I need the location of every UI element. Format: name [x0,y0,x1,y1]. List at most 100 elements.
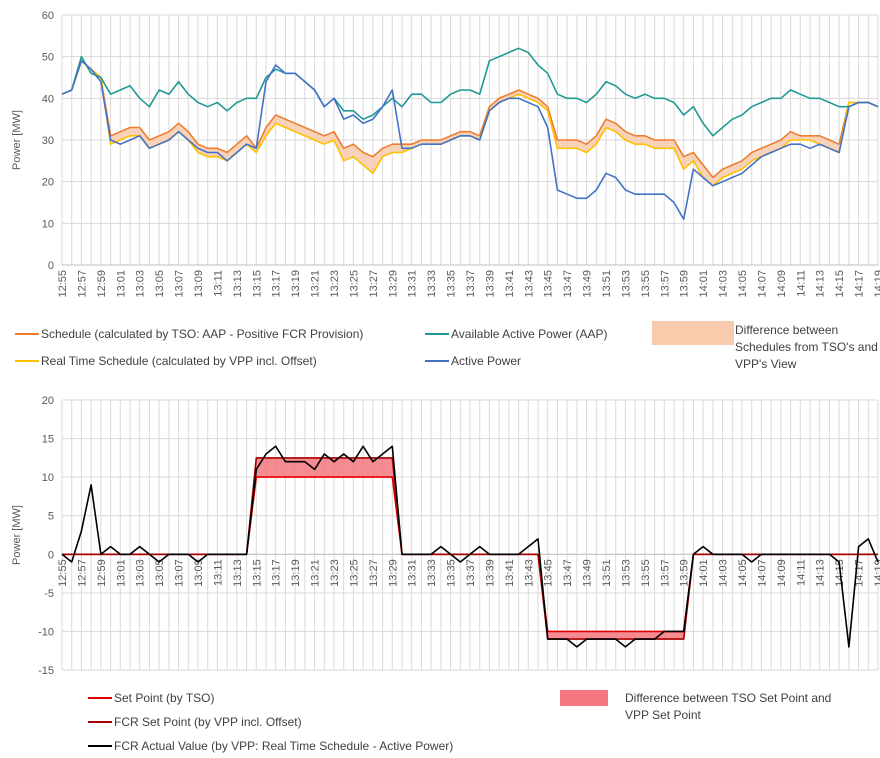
y-tick-label: 30 [42,135,54,147]
x-tick-label: 14:09 [776,559,788,587]
x-tick-label: 13:33 [426,270,438,298]
y-tick-label: 15 [42,434,54,446]
series-line [61,47,879,137]
x-tick-label: 14:15 [834,270,846,298]
legend-item: FCR Set Point (by VPP incl. Offset) [88,714,302,730]
legend-swatch [15,360,39,362]
legend-swatch [425,333,449,335]
x-tick-label: 13:33 [426,559,438,587]
x-tick-label: 13:55 [640,559,652,587]
x-tick-label: 13:09 [193,270,205,298]
x-tick-label: 13:07 [174,270,186,298]
x-tick-label: 14:09 [776,270,788,298]
legend-swatch [425,360,449,362]
series-line [61,445,879,648]
x-tick-label: 14:01 [698,559,710,587]
y-tick-label: 10 [42,218,54,230]
legend-swatch [652,321,734,345]
x-tick-label: 13:11 [212,559,224,586]
x-tick-label: 12:55 [57,270,69,298]
x-tick-label: 14:11 [795,559,807,586]
x-tick-label: 13:27 [368,559,380,587]
x-tick-label: 13:39 [484,559,496,587]
x-tick-label: 14:11 [795,270,807,297]
x-tick-label: 13:51 [601,559,613,587]
x-tick-label: 13:53 [620,270,632,298]
x-tick-label: 13:59 [679,270,691,298]
legend-item: Real Time Schedule (calculated by VPP in… [15,353,317,369]
x-tick-label: 14:01 [698,270,710,298]
y-tick-label: 0 [48,260,54,272]
x-tick-label: 14:13 [815,270,827,298]
series-line [61,60,879,179]
x-tick-label: 13:19 [290,559,302,587]
y-axis-label: Power [MW] [11,110,23,170]
x-tick-label: 12:57 [76,559,88,587]
legend-label: Difference between TSO Set Point and VPP… [625,691,832,722]
x-tick-label: 13:35 [446,270,458,298]
x-tick-label: 12:59 [96,559,108,587]
legend-label: Schedule (calculated by TSO: AAP - Posit… [41,327,364,341]
x-tick-label: 14:07 [756,270,768,298]
x-tick-label: 14:05 [737,270,749,298]
legend-swatch [88,745,112,747]
x-tick-label: 13:41 [504,270,516,298]
y-tick-label: 0 [48,549,54,561]
x-tick-label: 14:17 [854,270,866,298]
x-tick-label: 13:05 [154,270,166,298]
x-tick-label: 13:43 [523,270,535,298]
legend-label: FCR Actual Value (by VPP: Real Time Sche… [114,739,454,753]
x-tick-label: 14:13 [815,559,827,587]
x-tick-label: 13:51 [601,270,613,298]
x-tick-label: 13:41 [504,559,516,587]
x-tick-label: 13:53 [620,559,632,587]
x-tick-label: 13:17 [271,270,283,298]
x-tick-label: 14:19 [873,270,880,298]
legend-label: Set Point (by TSO) [114,691,215,705]
legend-item: Set Point (by TSO) [88,690,214,706]
x-tick-label: 13:47 [562,270,574,298]
x-tick-label: 13:45 [543,270,555,298]
legend-swatch [560,690,608,706]
x-tick-label: 14:03 [718,559,730,587]
y-tick-label: 50 [42,52,54,64]
x-tick-label: 13:47 [562,559,574,587]
x-tick-label: 13:43 [523,559,535,587]
x-tick-label: 13:25 [348,270,360,298]
x-tick-label: 13:05 [154,559,166,587]
x-tick-label: 13:31 [407,559,419,587]
x-tick-label: 12:57 [76,270,88,298]
x-tick-label: 13:23 [329,559,341,587]
x-tick-label: 13:15 [251,559,263,587]
y-tick-label: 5 [48,511,54,523]
x-tick-label: 13:31 [407,270,419,298]
x-tick-label: 12:59 [96,270,108,298]
x-tick-label: 13:01 [115,559,127,587]
x-tick-label: 14:19 [873,559,880,587]
x-tick-label: 13:21 [310,559,322,587]
x-tick-label: 14:07 [756,559,768,587]
x-tick-label: 13:59 [679,559,691,587]
x-tick-label: 13:07 [174,559,186,587]
y-tick-label: -15 [38,665,54,677]
legend-label: Real Time Schedule (calculated by VPP in… [41,354,317,368]
legend-swatch [88,697,112,699]
y-tick-label: 40 [42,93,54,105]
x-tick-label: 14:03 [718,270,730,298]
legend-label: Available Active Power (AAP) [451,327,608,341]
x-tick-label: 13:17 [271,559,283,587]
x-tick-label: 13:09 [193,559,205,587]
x-tick-label: 13:15 [251,270,263,298]
x-tick-label: 13:35 [446,559,458,587]
x-tick-label: 13:37 [465,559,477,587]
x-tick-label: 13:29 [387,270,399,298]
x-tick-label: 13:37 [465,270,477,298]
x-tick-label: 13:21 [310,270,322,298]
legend-label: FCR Set Point (by VPP incl. Offset) [114,715,302,729]
legend-item: FCR Actual Value (by VPP: Real Time Sche… [88,738,453,754]
legend-item: Schedule (calculated by TSO: AAP - Posit… [15,326,363,342]
x-tick-label: 13:27 [368,270,380,298]
x-tick-label: 13:57 [659,559,671,587]
